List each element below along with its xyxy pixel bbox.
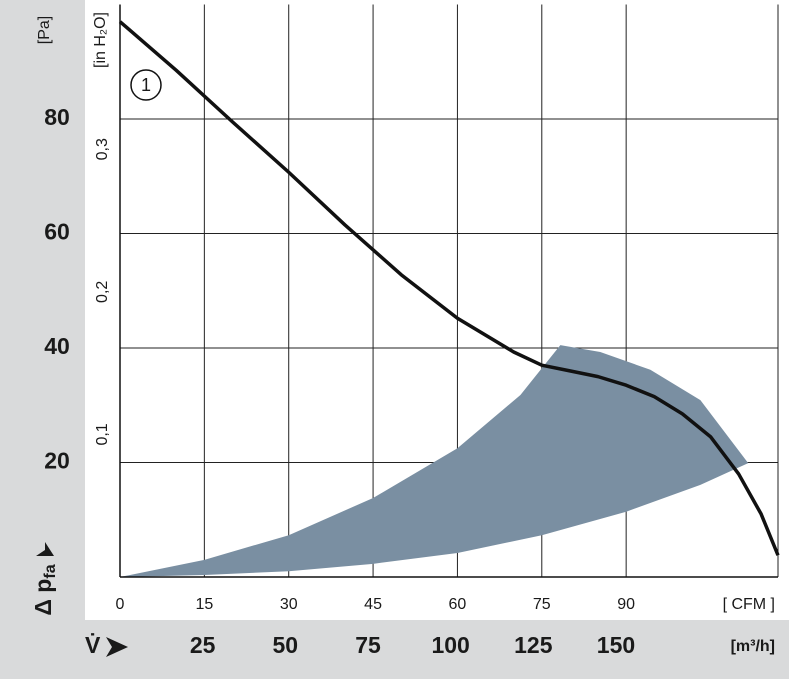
x-tick-label: 0: [116, 596, 125, 613]
x2-arrow: [106, 637, 128, 657]
x2-tick-label: 100: [431, 632, 469, 658]
plot: 1: [118, 4, 780, 578]
x2-tick-label: 25: [190, 632, 216, 658]
x2-tick-label: 150: [597, 632, 635, 658]
curve-label-circle: [130, 69, 162, 101]
y2-axis-label: [in H₂O]: [92, 12, 109, 68]
x-tick-label: 60: [449, 596, 467, 613]
y-symbol-text: Δ p: [30, 579, 56, 616]
bottom-band: [0, 620, 789, 679]
left-band: [0, 0, 85, 679]
x2-tick-label: 75: [355, 632, 381, 658]
y2-tick-label: 0,3: [94, 138, 111, 160]
x-tick-label: 45: [364, 596, 382, 613]
x2-axis-label: [m³/h]: [731, 638, 775, 655]
x-tick-label: 90: [617, 596, 635, 613]
x-tick-label: 75: [533, 596, 551, 613]
x2-tick-label: 50: [273, 632, 299, 658]
x-tick-label: 30: [280, 596, 298, 613]
y2-tick-label: 0,1: [94, 423, 111, 445]
fan-curve: [118, 20, 780, 556]
y-axis-label: [Pa]: [36, 16, 53, 44]
y-arrow: [36, 542, 54, 556]
curve-label: 1: [141, 75, 151, 95]
y-tick-label: 40: [44, 333, 70, 359]
y-symbol-sub: fa: [42, 564, 59, 578]
x2-tick-label: 125: [514, 632, 553, 658]
y-tick-label: 60: [44, 219, 70, 245]
x2-symbol: V̇: [85, 632, 101, 658]
y-tick-label: 20: [44, 448, 70, 474]
y-axis-symbol: Δ pfa: [30, 564, 59, 615]
x-tick-label: 15: [195, 596, 213, 613]
y-tick-label: 80: [44, 104, 70, 130]
operating-region: [120, 345, 749, 577]
y2-tick-label: 0,2: [94, 281, 111, 303]
x-axis-label: [ CFM ]: [723, 596, 775, 613]
